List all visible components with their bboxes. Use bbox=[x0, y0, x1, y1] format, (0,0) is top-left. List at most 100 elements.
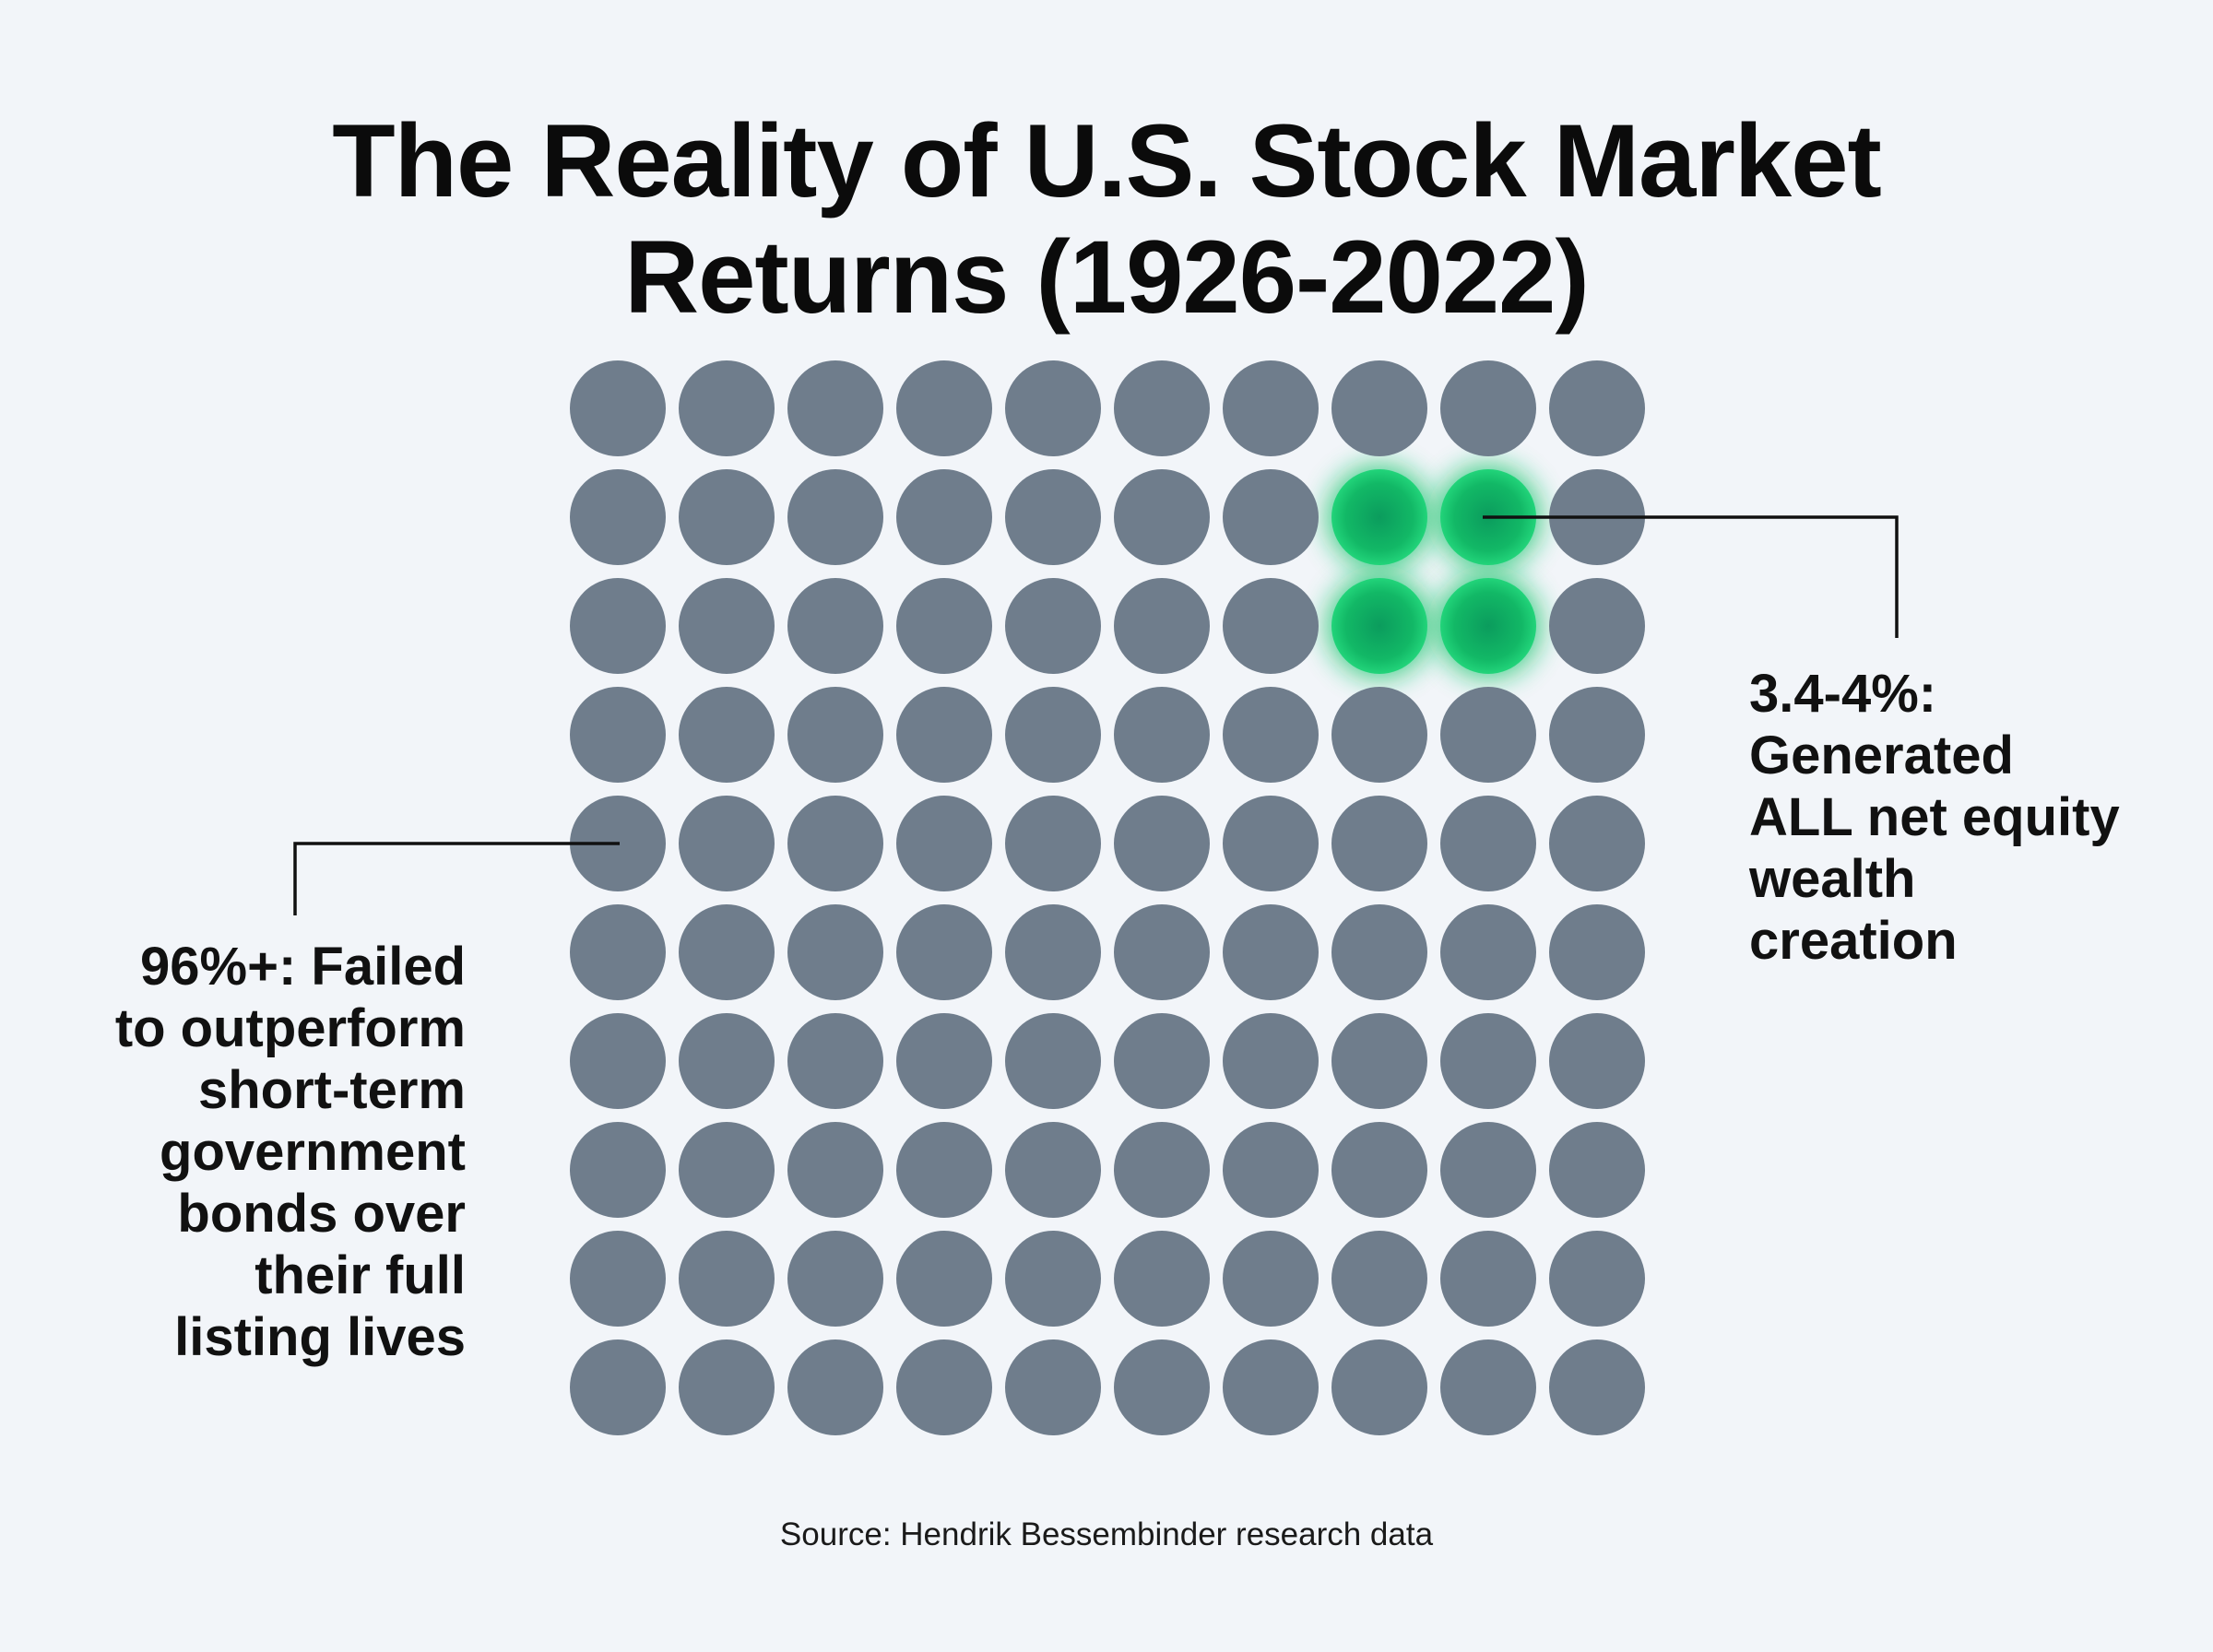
waffle-dot bbox=[896, 1231, 992, 1327]
waffle-dot bbox=[1331, 360, 1427, 456]
waffle-dot bbox=[1114, 578, 1210, 674]
waffle-dot bbox=[787, 904, 883, 1000]
waffle-dot bbox=[896, 1339, 992, 1435]
waffle-dot bbox=[896, 687, 992, 783]
waffle-dot bbox=[896, 469, 992, 565]
waffle-dot bbox=[896, 1122, 992, 1218]
waffle-dot bbox=[1114, 687, 1210, 783]
waffle-dot bbox=[1114, 1013, 1210, 1109]
annotation-winners: 3.4-4%: Generated ALL net equity wealth … bbox=[1749, 663, 2120, 972]
annotation-laggards: 96%+: Failed to outperform short-term go… bbox=[115, 936, 466, 1368]
waffle-dot bbox=[679, 687, 775, 783]
waffle-dot bbox=[1549, 796, 1645, 891]
waffle-dot bbox=[1114, 1231, 1210, 1327]
waffle-dot bbox=[679, 1339, 775, 1435]
waffle-dot bbox=[1005, 1339, 1101, 1435]
waffle-dot bbox=[1223, 360, 1319, 456]
waffle-dot bbox=[1005, 1231, 1101, 1327]
waffle-dot bbox=[570, 469, 666, 565]
waffle-dot bbox=[1114, 469, 1210, 565]
waffle-dot bbox=[896, 796, 992, 891]
waffle-dot bbox=[1549, 904, 1645, 1000]
annotation-laggards-line: bonds over bbox=[177, 1184, 466, 1244]
waffle-dot bbox=[896, 578, 992, 674]
waffle-dot bbox=[679, 578, 775, 674]
waffle-dot bbox=[1223, 469, 1319, 565]
waffle-dot bbox=[1331, 1231, 1427, 1327]
connector-line-laggards bbox=[293, 842, 620, 915]
waffle-dot bbox=[570, 578, 666, 674]
waffle-dot bbox=[787, 578, 883, 674]
waffle-dot bbox=[1223, 1339, 1319, 1435]
chart-title-line-1: The Reality of U.S. Stock Market bbox=[332, 103, 1882, 218]
waffle-dot bbox=[1440, 1122, 1536, 1218]
waffle-dot bbox=[1549, 1013, 1645, 1109]
waffle-dot bbox=[1005, 904, 1101, 1000]
waffle-dot bbox=[787, 469, 883, 565]
waffle-dot bbox=[787, 360, 883, 456]
waffle-dot bbox=[1331, 904, 1427, 1000]
waffle-dot bbox=[787, 1231, 883, 1327]
waffle-dot-highlighted bbox=[1331, 578, 1427, 674]
waffle-dot bbox=[1440, 796, 1536, 891]
connector-line-winners bbox=[1483, 515, 1899, 638]
waffle-dot bbox=[570, 1231, 666, 1327]
waffle-dot bbox=[679, 1013, 775, 1109]
waffle-dot bbox=[1549, 1231, 1645, 1327]
waffle-dot-highlighted bbox=[1331, 469, 1427, 565]
annotation-winners-line: wealth bbox=[1749, 849, 1916, 909]
waffle-dot bbox=[1223, 687, 1319, 783]
waffle-dot bbox=[1549, 578, 1645, 674]
annotation-laggards-line: their full bbox=[254, 1245, 466, 1305]
waffle-dot bbox=[1440, 1231, 1536, 1327]
waffle-dot bbox=[787, 1013, 883, 1109]
waffle-dots bbox=[570, 360, 1645, 1435]
waffle-dot bbox=[570, 904, 666, 1000]
waffle-dot bbox=[1223, 1122, 1319, 1218]
annotation-laggards-line: to outperform bbox=[114, 998, 466, 1058]
chart-title: The Reality of U.S. Stock Market Returns… bbox=[0, 103, 2213, 336]
waffle-dot bbox=[679, 1231, 775, 1327]
waffle-dot-highlighted bbox=[1440, 578, 1536, 674]
waffle-dot bbox=[1005, 360, 1101, 456]
annotation-winners-line: ALL net equity bbox=[1749, 787, 2120, 847]
waffle-dot bbox=[896, 360, 992, 456]
waffle-dot bbox=[1005, 1122, 1101, 1218]
waffle-dot bbox=[787, 1122, 883, 1218]
waffle-dot bbox=[1005, 469, 1101, 565]
waffle-dot bbox=[1440, 904, 1536, 1000]
waffle-dot bbox=[896, 904, 992, 1000]
waffle-dot bbox=[570, 1013, 666, 1109]
waffle-dot bbox=[1005, 796, 1101, 891]
annotation-laggards-line: 96%+: Failed bbox=[140, 937, 466, 997]
annotation-laggards-line: government bbox=[160, 1122, 466, 1182]
annotation-laggards-line: short-term bbox=[197, 1060, 466, 1120]
waffle-dot bbox=[1114, 1122, 1210, 1218]
waffle-dot bbox=[1005, 578, 1101, 674]
waffle-dot bbox=[1440, 1339, 1536, 1435]
waffle-dot bbox=[1223, 1231, 1319, 1327]
waffle-dot bbox=[1223, 578, 1319, 674]
waffle-dot bbox=[679, 1122, 775, 1218]
waffle-dot bbox=[1223, 904, 1319, 1000]
waffle-dot bbox=[1331, 1013, 1427, 1109]
waffle-dot bbox=[679, 469, 775, 565]
waffle-dot bbox=[570, 687, 666, 783]
waffle-dot bbox=[1005, 1013, 1101, 1109]
waffle-dot bbox=[1440, 1013, 1536, 1109]
waffle-dot bbox=[570, 1122, 666, 1218]
waffle-dot bbox=[1223, 796, 1319, 891]
waffle-dot bbox=[1331, 687, 1427, 783]
waffle-dot bbox=[1549, 1339, 1645, 1435]
waffle-dot bbox=[1549, 1122, 1645, 1218]
waffle-dot bbox=[1331, 1122, 1427, 1218]
waffle-dot bbox=[1223, 1013, 1319, 1109]
waffle-dot bbox=[679, 796, 775, 891]
annotation-laggards-line: listing lives bbox=[174, 1307, 466, 1367]
waffle-dot bbox=[570, 1339, 666, 1435]
waffle-dot bbox=[787, 796, 883, 891]
waffle-dot bbox=[1114, 904, 1210, 1000]
annotation-winners-line: creation bbox=[1749, 911, 1958, 971]
waffle-dot bbox=[1114, 360, 1210, 456]
